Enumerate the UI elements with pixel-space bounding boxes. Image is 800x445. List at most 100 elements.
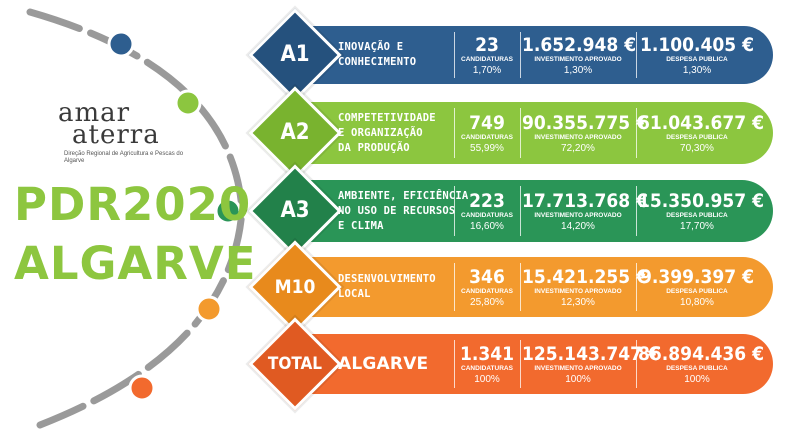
stat-value: 15.421.255 € — [522, 265, 648, 288]
stat-value: 9.399.397 € — [639, 265, 755, 288]
column-separator — [454, 108, 455, 158]
stat-value: 86.894.436 € — [638, 342, 764, 365]
investimento-stat: 1.652.948 € INVESTIMENTO APROVADO 1,30% — [522, 33, 637, 77]
measure-code: TOTAL — [267, 354, 323, 374]
stat-value: 1.652.948 € — [522, 33, 637, 56]
measure-description: COMPETETIVIDADE E ORGANIZAÇÃO DA PRODUÇÃO — [338, 111, 436, 156]
stat-label: DESPESA PUBLICA — [666, 287, 728, 295]
stat-percentage: 100% — [474, 373, 500, 385]
measure-description: INOVAÇÃO E CONHECIMENTO — [338, 40, 416, 70]
description-line: DESENVOLVIMENTO — [338, 273, 436, 285]
logo-text-amar: amar — [58, 98, 131, 128]
measure-row-a1: A1 INOVAÇÃO E CONHECIMENTO 23 CANDIDATURAS 1,… — [248, 8, 773, 102]
stat-label: INVESTIMENTO APROVADO — [534, 133, 622, 141]
description-line: COMPETETIVIDADE — [338, 111, 436, 124]
arc-dot — [107, 30, 135, 58]
stat-value: 90.355.775 € — [522, 111, 648, 134]
measure-bar — [293, 180, 773, 242]
stat-percentage: 14,20% — [561, 220, 595, 232]
stat-label: CANDIDATURAS — [461, 55, 513, 63]
stat-value: 15.350.957 € — [638, 189, 764, 212]
candidaturas-stat: 1.341 CANDIDATURAS 100% — [456, 343, 518, 386]
measure-description: AMBIENTE, EFICIÊNCIA NO USO DE RECURSOS E … — [338, 189, 468, 234]
title-algarve: ALGARVE — [14, 237, 257, 290]
measure-bar — [293, 257, 773, 317]
description-line: NO USO DE RECURSOS — [338, 204, 456, 217]
stat-percentage: 25,80% — [470, 296, 504, 308]
stat-percentage: 100% — [565, 373, 591, 385]
stat-percentage: 1,30% — [682, 64, 712, 76]
stat-percentage: 16,60% — [470, 220, 504, 232]
stat-percentage: 1,30% — [563, 64, 593, 76]
column-separator — [520, 186, 521, 236]
column-separator — [454, 186, 455, 236]
measure-code: M10 — [274, 276, 316, 298]
logo-text-aterra: aterra — [72, 120, 160, 150]
candidaturas-stat: 23 CANDIDATURAS 1,70% — [456, 34, 518, 77]
despesa-stat: 86.894.436 € DESPESA PUBLICA 100% — [638, 342, 764, 386]
stat-percentage: 17,70% — [680, 220, 714, 232]
stat-label: INVESTIMENTO APROVADO — [534, 55, 622, 63]
description-line: CONHECIMENTO — [338, 56, 417, 68]
description-line: DA PRODUÇÃO — [338, 141, 410, 154]
stat-percentage: 1,70% — [472, 64, 502, 76]
column-separator — [636, 263, 637, 311]
despesa-stat: 15.350.957 € DESPESA PUBLICA 17,70% — [638, 189, 764, 233]
description-line: ALGARVE — [338, 354, 429, 374]
stat-percentage: 10,80% — [680, 296, 714, 308]
stat-label: CANDIDATURAS — [461, 287, 513, 295]
column-separator — [636, 32, 637, 78]
amaraterra-logo: amar aterra Direção Regional de Agricult… — [48, 98, 198, 168]
logo-subtitle: Direção Regional de Agricultura e Pescas… — [64, 151, 184, 164]
measure-bar — [293, 26, 773, 84]
stat-label: CANDIDATURAS — [461, 133, 513, 141]
stat-label: DESPESA PUBLICA — [666, 55, 728, 63]
candidaturas-stat: 749 CANDIDATURAS 55,99% — [456, 112, 518, 155]
stat-percentage: 55,99% — [470, 142, 504, 154]
measure-description: DESENVOLVIMENTO LOCAL — [338, 272, 436, 302]
stat-value: 61.043.677 € — [638, 111, 764, 134]
description-line: AMBIENTE, EFICIÊNCIA — [338, 189, 469, 202]
column-separator — [454, 32, 455, 78]
arc-dot — [128, 374, 156, 402]
stat-label: INVESTIMENTO APROVADO — [534, 211, 622, 219]
stat-value: 1.341 — [459, 342, 515, 365]
measure-bar — [293, 102, 773, 164]
column-separator — [636, 186, 637, 236]
stat-label: CANDIDATURAS — [461, 211, 513, 219]
description-line: E CLIMA — [338, 219, 384, 232]
stat-percentage: 100% — [684, 373, 710, 385]
measure-row-total: TOTAL ALGARVE 1.341 CANDIDATURAS 100% 125.143… — [248, 317, 773, 411]
description-line: E ORGANIZAÇÃO — [338, 126, 423, 139]
arc-dot — [214, 197, 242, 225]
stat-label: CANDIDATURAS — [461, 364, 513, 372]
measure-code: A1 — [280, 42, 310, 67]
measure-row-a2: A2 COMPETETIVIDADE E ORGANIZAÇÃO DA PRODUÇÃ… — [248, 86, 773, 180]
column-separator — [636, 108, 637, 158]
measure-description: ALGARVE — [338, 354, 428, 374]
column-separator — [520, 263, 521, 311]
arc-dot — [174, 89, 202, 117]
stat-value: 223 — [469, 189, 505, 212]
stat-percentage: 12,30% — [561, 296, 595, 308]
title-pdr2020: PDR2020 — [14, 178, 252, 231]
stat-percentage: 72,20% — [561, 142, 595, 154]
stat-label: DESPESA PUBLICA — [666, 133, 728, 141]
investimento-stat: 90.355.775 € INVESTIMENTO APROVADO 72,20% — [522, 111, 648, 155]
column-separator — [454, 263, 455, 311]
description-line: LOCAL — [338, 288, 371, 300]
investimento-stat: 15.421.255 € INVESTIMENTO APROVADO 12,30% — [522, 265, 648, 309]
investimento-stat: 17.713.768 € INVESTIMENTO APROVADO 14,20% — [522, 190, 648, 233]
stat-label: DESPESA PUBLICA — [666, 364, 728, 372]
column-separator — [520, 340, 521, 388]
stat-label: DESPESA PUBLICA — [666, 211, 728, 219]
stat-value: 346 — [469, 265, 505, 288]
description-line: INOVAÇÃO E — [338, 41, 404, 53]
despesa-stat: 1.100.405 € DESPESA PUBLICA 1,30% — [638, 34, 756, 77]
measure-bar — [293, 334, 773, 394]
despesa-stat: 9.399.397 € DESPESA PUBLICA 10,80% — [638, 266, 756, 309]
investimento-stat: 125.143.747 € INVESTIMENTO APROVADO 100% — [522, 343, 660, 386]
column-separator — [520, 108, 521, 158]
measure-row-m10: M10 DESENVOLVIMENTO LOCAL 346 CANDIDATURAS 25… — [248, 240, 773, 334]
